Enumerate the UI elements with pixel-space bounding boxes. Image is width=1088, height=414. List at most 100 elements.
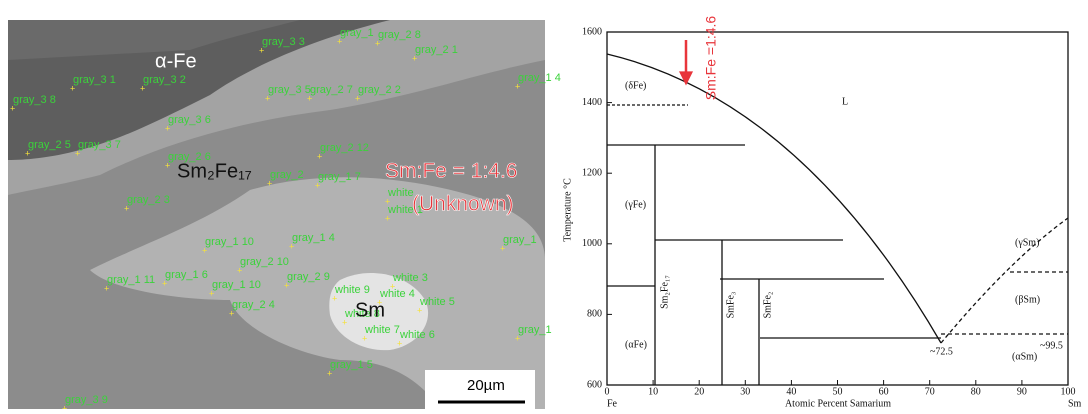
point-marker: + [515,333,520,343]
point-label: white 5 [419,296,455,308]
point-marker: + [307,93,312,103]
point-marker: + [385,213,390,223]
point-marker: + [165,160,170,170]
point-marker: + [229,308,234,318]
compound: SmFe₃ [725,292,736,319]
point-marker: + [237,265,242,275]
point-marker: + [375,38,380,48]
point-marker: + [62,403,67,409]
point-marker: + [397,338,402,348]
point-label: white 6 [399,329,435,341]
point-marker: + [124,203,129,213]
point-marker: + [515,81,520,91]
point-label: gray_3 9 [65,394,108,406]
point-label: gray_2 10 [240,256,289,268]
annotation: (Unknown) [412,193,514,216]
micrograph: gray_3 3+gray_1+gray_2 8+gray_2 1+gray_1… [8,20,561,409]
point-marker: + [10,103,15,113]
point-label: gray_1 [340,27,374,39]
point-marker: + [202,245,207,255]
point-marker: + [267,178,272,188]
point-marker: + [140,83,145,93]
axis-title: Atomic Percent Samarium [785,398,891,409]
point-label: gray_1 [503,234,537,246]
scale-bar-label: 20µm [467,377,505,394]
phase-label: Sm₂Fe₁₇ [177,160,252,182]
y-tick-label: 1200 [582,167,602,178]
point-label: gray_3 3 [262,36,305,48]
point-label: white [387,187,414,199]
point-marker: + [259,45,264,55]
x-tick-label: 30 [740,386,750,397]
axis-end: Sm [1068,398,1082,409]
point-label: gray_1 10 [212,279,261,291]
point-marker: + [289,241,294,251]
y-tick-label: 800 [587,309,602,320]
x-tick-label: 0 [605,386,610,397]
point-marker: + [362,333,367,343]
point-label: gray_1 5 [330,359,373,371]
point-label: gray_1 [518,324,552,336]
point-label: gray_1 4 [518,72,561,84]
annotation: Sm:Fe = 1:4.6 [385,160,517,183]
annotation: Sm:Fe =1:4.6 [703,16,719,101]
point-label: gray_2 4 [232,299,275,311]
point-label: ~99.5 [1040,340,1063,351]
compound: Sm₂Fe₁₇ [659,275,670,309]
point-label: gray_3 5 [268,84,311,96]
point-label: gray_2 3 [127,194,170,206]
compound: SmFe₂ [762,292,773,319]
point-marker: + [317,151,322,161]
region: (γFe) [625,199,646,210]
phase-diagram [607,32,1068,385]
point-marker: + [412,53,417,63]
y-tick-label: 1600 [582,26,602,37]
point-label: gray_3 6 [168,114,211,126]
y-tick-label: 1400 [582,97,602,108]
point-label: gray_2 2 [358,84,401,96]
point-label: gray_3 8 [13,94,56,106]
point-marker: + [104,283,109,293]
phase-label: α-Fe [155,50,197,72]
x-tick-label: 90 [1017,386,1027,397]
point-marker: + [165,123,170,133]
point-label: gray_2 12 [320,142,369,154]
region: (γSm) [1015,237,1039,248]
phase-label: Sm [355,299,385,321]
point-label: gray_1 6 [165,269,208,281]
point-marker: + [265,93,270,103]
x-tick-label: 100 [1061,386,1076,397]
point-label: gray_2 1 [415,44,458,56]
point-label: gray_1 4 [292,232,335,244]
x-tick-label: 50 [833,386,843,397]
x-tick-label: 40 [786,386,796,397]
point-marker: + [284,280,289,290]
point-marker: + [209,288,214,298]
point-label: gray_2 9 [287,271,330,283]
point-label: gray_3 1 [73,74,116,86]
point-label: white 9 [334,284,370,296]
point-label: gray_3 7 [78,139,121,151]
point-label: white 7 [364,324,400,336]
point-marker: + [75,148,80,158]
point-marker: + [342,317,347,327]
point-marker: + [355,93,360,103]
point-label: gray_2 8 [378,29,421,41]
region: (δFe) [625,80,646,91]
region: (βSm) [1015,294,1040,305]
point-marker: + [327,368,332,378]
x-tick-label: 20 [694,386,704,397]
point-marker: + [25,148,30,158]
point-label: gray_1 11 [107,274,155,286]
point-label: white 4 [379,288,415,300]
x-tick-label: 70 [925,386,935,397]
region: (αSm) [1012,351,1037,362]
axis-end: Fe [607,398,618,409]
point-label: gray_2 [270,169,304,181]
point-label: gray_2 5 [28,139,71,151]
point-marker: + [162,278,167,288]
y-tick-label: 1000 [582,238,602,249]
x-tick-label: 10 [648,386,658,397]
region: (αFe) [625,339,647,350]
point-label: white 3 [392,272,428,284]
